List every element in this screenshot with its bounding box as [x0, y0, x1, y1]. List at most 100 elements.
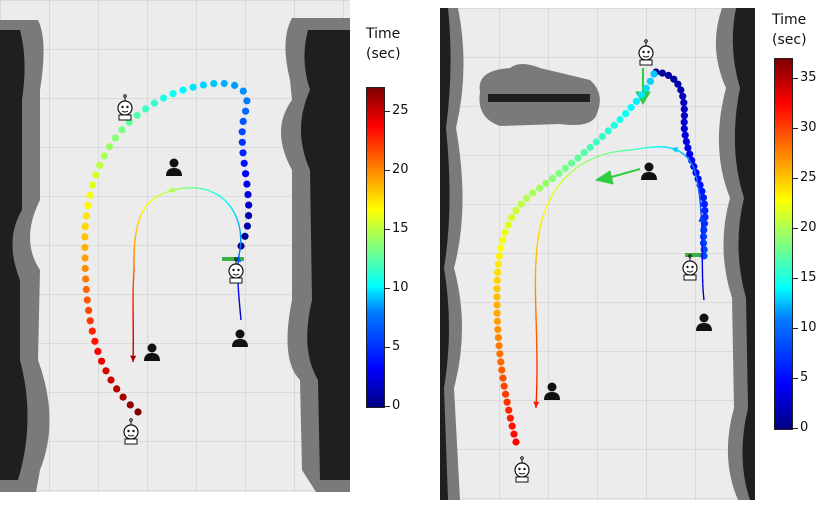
robot-trajectory-point — [500, 382, 508, 390]
robot-trajectory-point — [701, 207, 709, 215]
robot-trajectory-point — [499, 236, 507, 244]
person-icon — [232, 329, 248, 347]
human-trajectory-segment — [694, 173, 698, 181]
robot-trajectory-point — [199, 81, 207, 89]
robot-trajectory-point — [592, 138, 600, 146]
human-trajectory-segment — [204, 188, 208, 191]
human-trajectory-segment — [143, 205, 147, 210]
trajectory-arrowhead — [167, 186, 175, 193]
human-trajectory-segment — [683, 153, 688, 158]
colorbar-tick-label: 0 — [792, 420, 809, 435]
human-trajectory-segment — [553, 186, 559, 193]
human-trajectory-segment — [693, 167, 697, 175]
human-trajectory-segment — [176, 188, 181, 190]
robot-trajectory-point — [616, 115, 624, 124]
robot-trajectory-point — [83, 296, 91, 304]
obstacle-island — [488, 94, 590, 102]
robot-trajectory-a — [81, 79, 253, 416]
robot-trajectory-point — [220, 79, 228, 88]
robot-trajectory-point — [189, 83, 197, 91]
robot-trajectory-point — [650, 70, 658, 78]
robot-trajectory-point — [81, 233, 89, 241]
human-trajectory-segment — [536, 242, 539, 251]
robot-trajectory-point — [658, 69, 666, 77]
human-trajectory-segment — [235, 217, 239, 221]
human-trajectory-segment — [545, 202, 550, 210]
robot-trajectory-point — [125, 118, 133, 126]
robot-trajectory-point — [664, 71, 673, 79]
robot-trajectory-point — [243, 180, 251, 188]
robot-trajectory-point — [494, 260, 502, 268]
trajectory-arrowhead — [698, 215, 705, 222]
robot-trajectory-point — [574, 154, 582, 162]
robot-trajectory-point — [245, 201, 253, 209]
robot-trajectory-point — [512, 207, 520, 215]
robot-trajectory-point — [501, 228, 509, 236]
robot-trajectory-point — [105, 143, 114, 151]
human-trajectory-segment — [211, 191, 216, 194]
human-trajectory-segment — [206, 189, 210, 192]
robot-trajectory-point — [239, 117, 247, 125]
human-trajectory-segment — [232, 210, 236, 215]
robot-trajectory-point — [494, 325, 502, 334]
robot-trajectory-point — [89, 181, 97, 189]
human-trajectory-segment — [134, 233, 137, 239]
robot-trajectory-point — [238, 138, 246, 146]
robot-trajectory-point — [700, 200, 708, 208]
human-trajectory-segment — [608, 151, 616, 154]
human-trajectory-segment — [615, 149, 623, 153]
human-trajectory-segment — [154, 195, 158, 199]
robot-trajectory-point — [102, 367, 110, 375]
human-trajectory-segment — [214, 192, 219, 196]
robot-trajectory-point — [113, 385, 121, 393]
human-trajectory-segment — [164, 191, 169, 194]
robot-trajectory-point — [699, 239, 708, 247]
colorbar-b — [774, 58, 793, 430]
robot-trajectory-point — [495, 252, 503, 260]
robot-trajectory-point — [160, 94, 168, 102]
human-trajectory-segment — [557, 181, 563, 188]
robot-icon — [638, 39, 654, 66]
colorbar-tick-label: 5 — [384, 338, 401, 354]
human-trajectory-segment — [697, 187, 700, 195]
trajectory-arrowhead — [130, 355, 137, 362]
robot-trajectory-point — [504, 221, 512, 229]
human-trajectory-segment — [201, 187, 205, 190]
robot-trajectory-point — [586, 143, 594, 151]
human-trajectory-segment — [698, 193, 701, 202]
robot-trajectory-point — [495, 342, 503, 350]
robot-trajectory-point — [493, 301, 501, 309]
robot-trajectory-point — [81, 243, 89, 252]
robot-trajectory-point — [118, 126, 126, 134]
colorbar-tick-label: 15 — [793, 270, 817, 285]
robot-trajectory-point — [646, 77, 654, 85]
wall-right-obstacle — [301, 30, 350, 480]
robot-trajectory-point — [701, 213, 709, 221]
robot-trajectory-point — [508, 422, 516, 430]
human-trajectory-segment — [547, 196, 552, 204]
colorbar-tick-label: 10 — [385, 279, 409, 295]
human-trajectory-segment — [677, 149, 682, 153]
robot-trajectory-point — [242, 107, 250, 115]
human-trajectory-segment — [550, 191, 556, 198]
robot-trajectory-point — [231, 81, 239, 89]
robot-trajectory-point — [512, 438, 520, 446]
robot-icon — [117, 94, 133, 121]
colorbar-title-line1: Time — [366, 26, 401, 42]
human-trajectory-segment — [217, 194, 221, 198]
robot-trajectory-point — [679, 92, 687, 100]
robot-trajectory-point — [622, 110, 630, 118]
wall-left-obstacle — [0, 30, 28, 480]
human-trajectory-segment — [135, 229, 138, 234]
human-trajectory-segment — [237, 223, 241, 228]
robot-trajectory-point — [126, 401, 134, 409]
robot-trajectory-point — [243, 222, 251, 230]
robot-trajectory-point — [98, 357, 106, 365]
robot-trajectory-point — [493, 276, 501, 285]
human-trajectory-segment — [535, 250, 538, 259]
human-trajectory-segment — [622, 149, 631, 152]
colorbar-tick-label: 35 — [793, 70, 817, 85]
human-trajectory-segment — [220, 196, 224, 200]
robot-trajectory-point — [503, 398, 511, 406]
robot-trajectory-point — [240, 159, 248, 167]
